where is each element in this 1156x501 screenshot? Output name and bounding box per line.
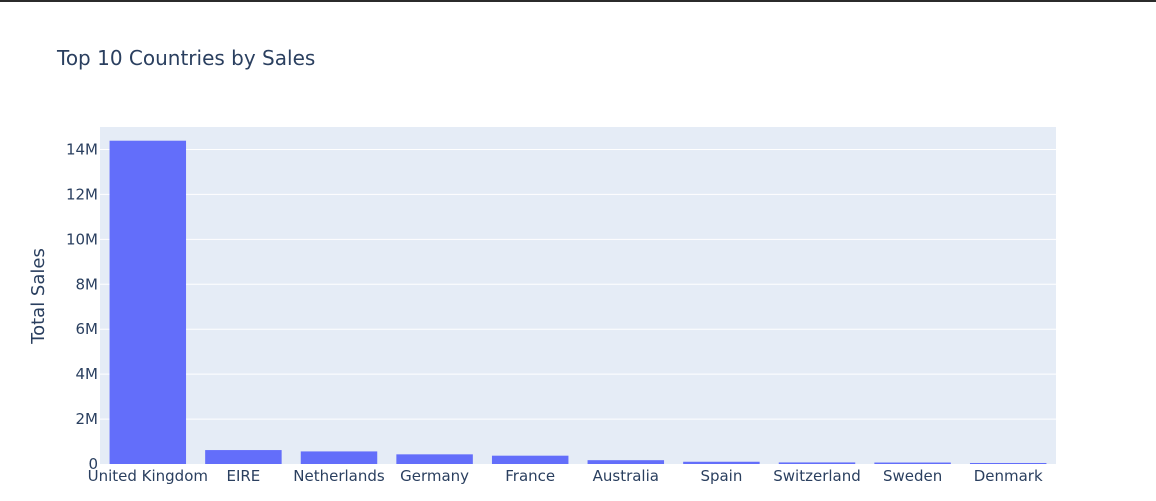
x-tick-label: Switzerland: [773, 467, 861, 485]
plot-area: [100, 127, 1056, 464]
bar[interactable]: [396, 454, 473, 464]
x-tick-label: Germany: [400, 467, 469, 485]
chart-title: Top 10 Countries by Sales: [56, 46, 315, 70]
y-tick-label: 10M: [66, 230, 98, 248]
bar[interactable]: [491, 455, 569, 464]
x-tick-label: France: [505, 467, 555, 485]
y-tick-label: 6M: [76, 320, 99, 338]
x-tick-label: EIRE: [226, 467, 260, 485]
bar[interactable]: [109, 140, 187, 465]
x-tick-label: United Kingdom: [88, 467, 208, 485]
x-tick-label: Denmark: [974, 467, 1043, 485]
top-border: [0, 0, 1156, 2]
x-axis-ticks: United Kingdom EIRE Netherlands Germany Fran…: [88, 467, 1043, 485]
x-tick-label: Australia: [593, 467, 659, 485]
y-axis-ticks: 0 2M 4M 6M 8M 10M 12M 14M: [66, 140, 98, 473]
bar[interactable]: [683, 461, 760, 464]
bars: [109, 140, 1047, 465]
bar[interactable]: [874, 462, 951, 464]
y-tick-label: 2M: [76, 410, 99, 428]
y-tick-label: 4M: [76, 365, 99, 383]
bar[interactable]: [969, 462, 1047, 464]
x-tick-label: Spain: [700, 467, 742, 485]
y-tick-label: 0: [88, 455, 98, 473]
x-tick-label: Netherlands: [293, 467, 385, 485]
bar[interactable]: [300, 451, 378, 464]
bar[interactable]: [778, 462, 856, 464]
y-tick-label: 14M: [66, 140, 98, 158]
y-tick-label: 12M: [66, 185, 98, 203]
x-tick-label: Sweden: [883, 467, 942, 485]
y-axis-title: Total Sales: [28, 248, 49, 345]
grid-lines: [100, 148, 1056, 420]
bar[interactable]: [205, 450, 282, 464]
y-tick-label: 8M: [76, 275, 99, 293]
bar[interactable]: [587, 460, 665, 464]
